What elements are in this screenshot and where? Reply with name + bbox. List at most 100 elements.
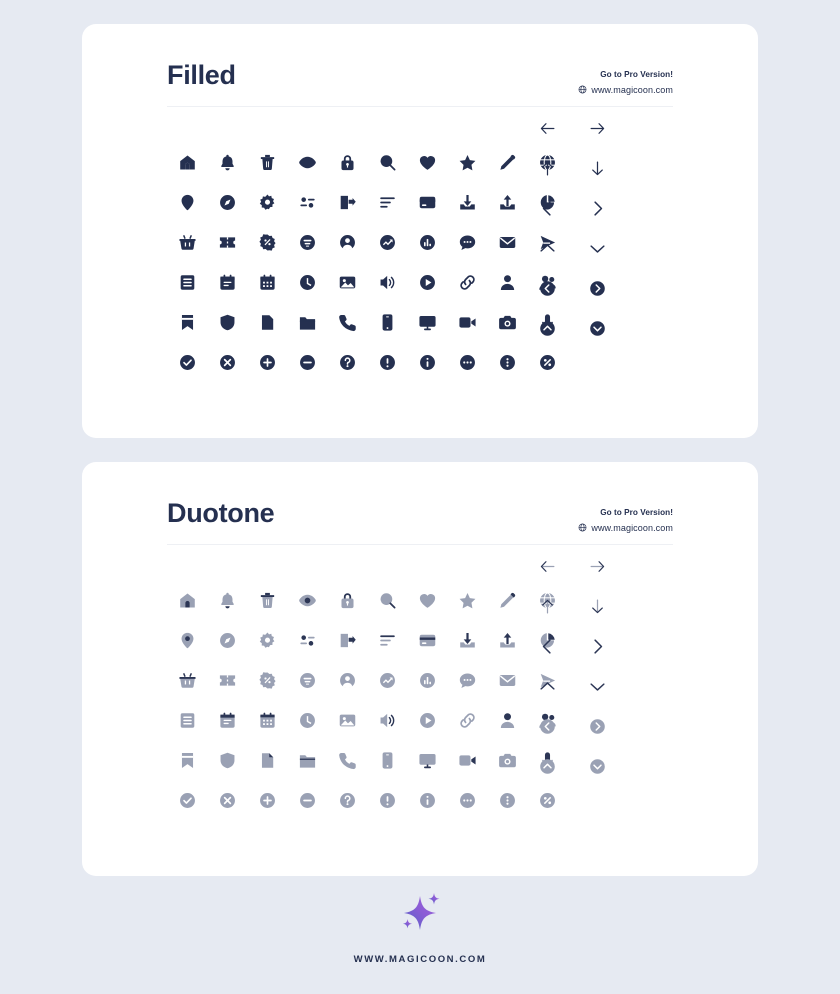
arrow-up-icon[interactable]	[522, 148, 572, 188]
image-icon[interactable]	[327, 262, 367, 302]
bookmark-icon[interactable]	[167, 302, 207, 342]
pie-chart-icon[interactable]	[527, 620, 567, 660]
discount-badge-icon[interactable]	[247, 222, 287, 262]
user-circle-icon[interactable]	[327, 222, 367, 262]
x-circle-icon[interactable]	[207, 780, 247, 820]
phone-icon[interactable]	[327, 740, 367, 780]
play-circle-icon[interactable]	[407, 700, 447, 740]
chevron-down-icon[interactable]	[572, 228, 622, 268]
check-circle-icon[interactable]	[167, 780, 207, 820]
location-pin-icon[interactable]	[167, 620, 207, 660]
promo-website-line[interactable]: www.magicoon.com	[578, 523, 673, 533]
gear-icon[interactable]	[247, 182, 287, 222]
folder-icon[interactable]	[287, 740, 327, 780]
upload-icon[interactable]	[487, 182, 527, 222]
mobile-icon[interactable]	[367, 302, 407, 342]
clock-icon[interactable]	[287, 262, 327, 302]
file-icon[interactable]	[247, 740, 287, 780]
chevron-left-circle-icon[interactable]	[522, 706, 572, 746]
discount-badge-icon[interactable]	[247, 660, 287, 700]
home-icon[interactable]	[167, 580, 207, 620]
camera-icon[interactable]	[487, 302, 527, 342]
chevron-down-circle-icon[interactable]	[572, 746, 622, 786]
chevron-up-icon[interactable]	[522, 228, 572, 268]
trend-up-circle-icon[interactable]	[367, 222, 407, 262]
exclamation-circle-icon[interactable]	[367, 342, 407, 382]
chevron-left-circle-icon[interactable]	[522, 268, 572, 308]
credit-card-icon[interactable]	[407, 620, 447, 660]
percent-circle-icon[interactable]	[527, 342, 567, 382]
check-circle-icon[interactable]	[167, 342, 207, 382]
user-icon[interactable]	[487, 700, 527, 740]
search-icon[interactable]	[367, 142, 407, 182]
chevron-right-icon[interactable]	[572, 188, 622, 228]
sliders-icon[interactable]	[287, 182, 327, 222]
plus-circle-icon[interactable]	[247, 780, 287, 820]
trend-up-circle-icon[interactable]	[367, 660, 407, 700]
chevron-down-icon[interactable]	[572, 666, 622, 706]
arrow-left-icon[interactable]	[522, 546, 572, 586]
send-icon[interactable]	[527, 660, 567, 700]
chevron-left-icon[interactable]	[522, 188, 572, 228]
calendar-icon[interactable]	[247, 262, 287, 302]
search-icon[interactable]	[367, 580, 407, 620]
home-icon[interactable]	[167, 142, 207, 182]
trash-icon[interactable]	[247, 580, 287, 620]
calendar-note-icon[interactable]	[207, 700, 247, 740]
monitor-icon[interactable]	[407, 302, 447, 342]
download-icon[interactable]	[447, 620, 487, 660]
upload-icon[interactable]	[487, 620, 527, 660]
envelope-icon[interactable]	[487, 222, 527, 262]
image-icon[interactable]	[327, 700, 367, 740]
play-circle-icon[interactable]	[407, 262, 447, 302]
arrow-up-icon[interactable]	[522, 586, 572, 626]
arrow-right-icon[interactable]	[572, 108, 622, 148]
chevron-left-icon[interactable]	[522, 626, 572, 666]
chevron-right-icon[interactable]	[572, 626, 622, 666]
chat-bubble-icon[interactable]	[447, 222, 487, 262]
pro-version-promo[interactable]: Go to Pro Version! www.magicoon.com	[578, 70, 673, 95]
camera-icon[interactable]	[487, 740, 527, 780]
chevron-up-circle-icon[interactable]	[522, 746, 572, 786]
mobile-icon[interactable]	[367, 740, 407, 780]
download-icon[interactable]	[447, 182, 487, 222]
heart-icon[interactable]	[407, 142, 447, 182]
calendar-note-icon[interactable]	[207, 262, 247, 302]
heart-icon[interactable]	[407, 580, 447, 620]
star-icon[interactable]	[447, 142, 487, 182]
bell-icon[interactable]	[207, 580, 247, 620]
calendar-icon[interactable]	[247, 700, 287, 740]
logout-icon[interactable]	[327, 620, 367, 660]
question-circle-icon[interactable]	[327, 342, 367, 382]
volume-icon[interactable]	[367, 700, 407, 740]
shield-icon[interactable]	[207, 302, 247, 342]
chart-bar-circle-icon[interactable]	[407, 222, 447, 262]
bell-icon[interactable]	[207, 142, 247, 182]
eye-icon[interactable]	[287, 580, 327, 620]
link-icon[interactable]	[447, 262, 487, 302]
arrow-right-icon[interactable]	[572, 546, 622, 586]
list-icon[interactable]	[167, 262, 207, 302]
pencil-icon[interactable]	[487, 142, 527, 182]
basket-icon[interactable]	[167, 222, 207, 262]
user-icon[interactable]	[487, 262, 527, 302]
promo-website-line[interactable]: www.magicoon.com	[578, 85, 673, 95]
chevron-up-circle-icon[interactable]	[522, 308, 572, 348]
percent-circle-icon[interactable]	[527, 780, 567, 820]
x-circle-icon[interactable]	[207, 342, 247, 382]
dots-horizontal-circle-icon[interactable]	[447, 342, 487, 382]
basket-icon[interactable]	[167, 660, 207, 700]
ticket-icon[interactable]	[207, 222, 247, 262]
logout-icon[interactable]	[327, 182, 367, 222]
volume-icon[interactable]	[367, 262, 407, 302]
compass-icon[interactable]	[207, 182, 247, 222]
chevron-up-icon[interactable]	[522, 666, 572, 706]
chart-bar-circle-icon[interactable]	[407, 660, 447, 700]
user-circle-icon[interactable]	[327, 660, 367, 700]
align-left-icon[interactable]	[367, 182, 407, 222]
compass-icon[interactable]	[207, 620, 247, 660]
exclamation-circle-icon[interactable]	[367, 780, 407, 820]
chevron-down-circle-icon[interactable]	[572, 308, 622, 348]
phone-icon[interactable]	[327, 302, 367, 342]
chat-bubble-icon[interactable]	[447, 660, 487, 700]
